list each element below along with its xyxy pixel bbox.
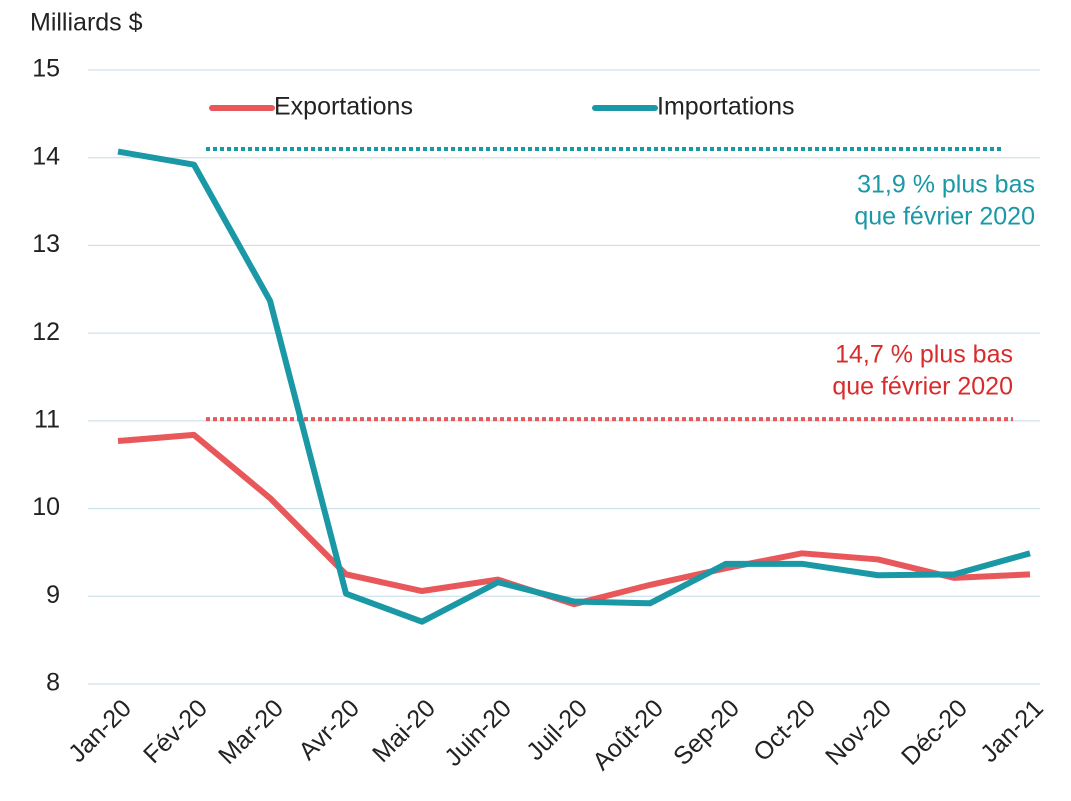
x-tick-label: Déc-20: [896, 694, 973, 771]
annotation: que février 2020: [832, 373, 1013, 401]
x-tick-label: Mai-20: [367, 694, 441, 768]
y-tick-label: 13: [32, 230, 60, 258]
x-tick-label: Mar-20: [213, 694, 289, 770]
x-tick-label: Août-20: [587, 694, 669, 776]
y-tick-label: 15: [32, 55, 60, 83]
x-tick-label: Avr-20: [293, 694, 365, 766]
y-tick-label: 9: [46, 581, 60, 609]
legend-label: Importations: [657, 93, 795, 121]
y-tick-label: 12: [32, 318, 60, 346]
x-tick-label: Nov-20: [820, 694, 897, 771]
series-line: [117, 431, 1031, 608]
y-tick-label: 8: [46, 669, 60, 697]
x-tick-label: Sep-20: [668, 694, 745, 771]
x-tick-label: Jan-21: [975, 694, 1049, 768]
y-axis-label: Milliards $: [30, 9, 143, 37]
annotation: que février 2020: [854, 203, 1035, 231]
series-line: [117, 148, 1031, 625]
x-tick-label: Juin-20: [439, 694, 517, 772]
y-tick-label: 10: [32, 493, 60, 521]
annotation: 14,7 % plus bas: [835, 341, 1013, 369]
x-tick-label: Fév-20: [138, 694, 213, 769]
x-tick-label: Juil-20: [521, 694, 593, 766]
x-tick-label: Jan-20: [63, 694, 137, 768]
annotation: 31,9 % plus bas: [857, 171, 1035, 199]
y-tick-label: 14: [32, 142, 60, 170]
legend-label: Exportations: [274, 93, 413, 121]
y-tick-label: 11: [34, 405, 60, 433]
x-tick-label: Oct-20: [748, 694, 821, 767]
